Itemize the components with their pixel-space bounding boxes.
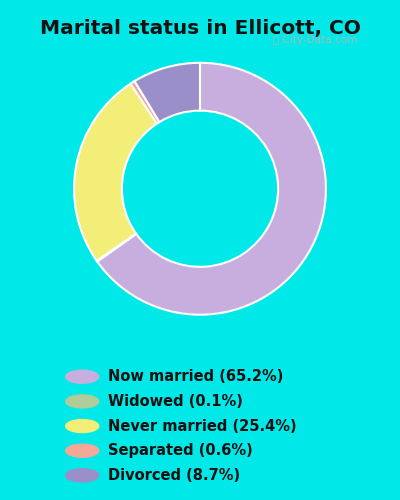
Circle shape [66,444,99,457]
Wedge shape [97,63,326,314]
Text: Widowed (0.1%): Widowed (0.1%) [108,394,243,409]
Circle shape [66,395,99,408]
Text: Never married (25.4%): Never married (25.4%) [108,418,297,434]
Text: ⓘ City-Data.com: ⓘ City-Data.com [273,35,357,45]
Wedge shape [134,63,200,122]
Text: Now married (65.2%): Now married (65.2%) [108,369,283,384]
Wedge shape [97,234,136,262]
Wedge shape [74,84,157,261]
Circle shape [66,420,99,432]
Circle shape [66,469,99,482]
Wedge shape [130,81,160,124]
Text: Marital status in Ellicott, CO: Marital status in Ellicott, CO [40,19,360,38]
Text: Divorced (8.7%): Divorced (8.7%) [108,468,240,483]
Text: Separated (0.6%): Separated (0.6%) [108,443,253,458]
Circle shape [66,370,99,384]
